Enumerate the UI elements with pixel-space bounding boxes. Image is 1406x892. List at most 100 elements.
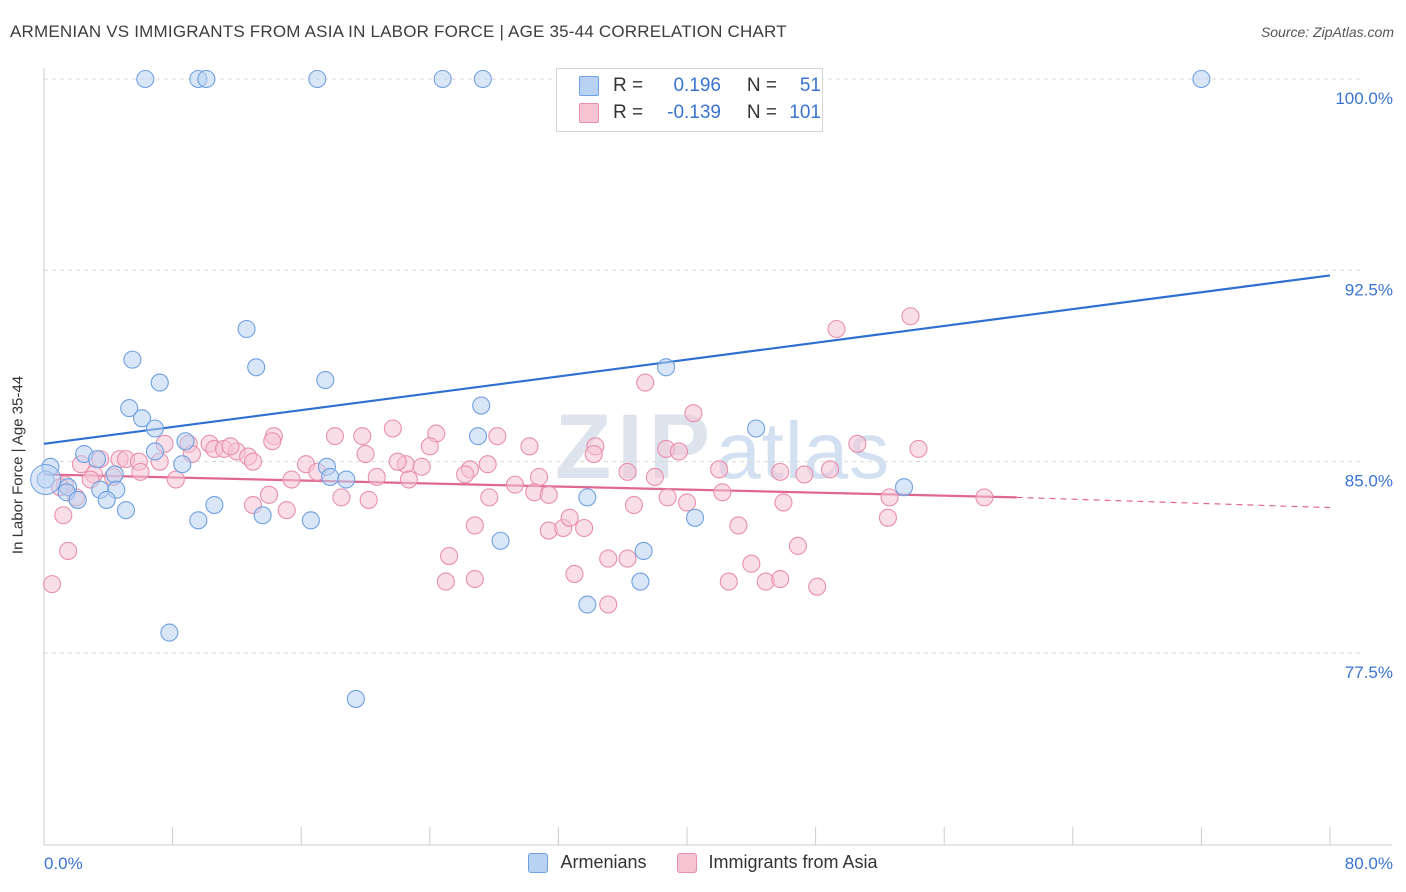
asia-point	[388, 452, 407, 471]
asia-point	[618, 462, 637, 481]
armenian-point	[97, 490, 116, 509]
asia-point	[359, 490, 378, 509]
armenian-point	[145, 442, 164, 461]
armenian-point	[176, 432, 195, 451]
legend-n-value: 51	[799, 75, 821, 96]
armenian-point	[150, 373, 169, 392]
series-legend: Armenians Immigrants from Asia	[0, 852, 1406, 873]
asia-point	[821, 460, 840, 479]
armenian-point	[685, 508, 705, 527]
asia-point	[774, 493, 793, 512]
asia-point	[325, 427, 345, 446]
legend-swatch-armenians	[528, 852, 549, 873]
legend-item-asia[interactable]: Immigrants from Asia	[676, 852, 878, 873]
armenian-point	[634, 541, 653, 561]
asia-point	[710, 460, 729, 479]
asia-point	[771, 462, 790, 481]
asia-point	[771, 569, 790, 589]
asia-point	[54, 506, 73, 525]
armenian-point	[894, 478, 914, 497]
legend-label-asia: Immigrants from Asia	[708, 852, 878, 872]
armenian-point	[30, 464, 62, 496]
legend-r-value: 0.196	[673, 75, 721, 96]
asia-point	[624, 495, 644, 515]
legend-swatch-asia	[676, 852, 697, 873]
asia-point	[878, 508, 897, 527]
asia-point	[975, 488, 994, 507]
asia-point	[436, 572, 455, 591]
asia-point	[131, 462, 150, 481]
asia-point	[719, 572, 738, 591]
x-tick-label: 80.0%	[1345, 854, 1393, 873]
chart-source: Source: ZipAtlas.com	[1260, 24, 1394, 40]
x-tick-label: 0.0%	[44, 854, 83, 873]
armenian-point	[321, 467, 340, 487]
armenian-point	[253, 506, 272, 525]
asia-point	[520, 437, 539, 456]
asia-point	[42, 575, 62, 594]
asia-point	[599, 549, 618, 568]
asia-point	[636, 373, 655, 392]
armenian-point	[123, 350, 142, 369]
chart-title: ARMENIAN VS IMMIGRANTS FROM ASIA IN LABO…	[10, 22, 787, 41]
armenian-point	[173, 455, 192, 474]
asia-point	[383, 419, 402, 438]
legend-label-armenians: Armenians	[560, 852, 647, 872]
armenian-point	[657, 358, 676, 377]
axes	[43, 68, 1392, 846]
armenian-point	[301, 511, 320, 530]
legend-item-armenians[interactable]: Armenians	[528, 852, 647, 873]
asia-point	[282, 470, 301, 489]
y-tick-label: 85.0%	[1345, 472, 1393, 491]
asia-point	[684, 404, 703, 423]
gridlines	[44, 78, 1360, 654]
armenian-point	[473, 69, 492, 89]
asia-point	[465, 516, 484, 535]
armenian-point	[116, 501, 136, 520]
armenian-point	[337, 470, 356, 489]
asia-point	[669, 442, 689, 461]
armenian-point	[197, 69, 216, 89]
asia-point	[713, 483, 732, 502]
asia-point	[901, 307, 920, 326]
asia-point	[658, 488, 677, 507]
legend-row-asia: R = -0.139 N = 101	[579, 101, 821, 125]
armenian-point	[631, 572, 650, 591]
asia-point	[59, 541, 78, 561]
legend-n-label: N =	[746, 102, 777, 123]
armenian-point	[247, 358, 266, 377]
asia-point	[742, 554, 761, 573]
asia-point	[618, 549, 637, 568]
asia-point	[909, 439, 928, 458]
armenian-point	[205, 495, 224, 515]
asia-trend-extension	[1016, 496, 1331, 509]
asia-point	[356, 444, 375, 464]
asia-point	[539, 485, 558, 504]
armenian-point	[120, 399, 139, 418]
legend-swatch-asia	[579, 103, 599, 123]
armenian-point	[68, 490, 87, 509]
armenian-point	[472, 396, 491, 415]
stats-legend: R = 0.196 N = 51 R = -0.139 N = 101	[556, 68, 823, 132]
legend-row-armenians: R = 0.196 N = 51	[579, 74, 821, 98]
asia-point	[848, 434, 867, 453]
armenian-point	[189, 511, 208, 530]
asia-point	[827, 319, 846, 339]
legend-swatch-armenians	[579, 76, 599, 96]
asia-point	[166, 470, 185, 489]
legend-r-value: -0.139	[667, 102, 721, 123]
asia-point	[565, 564, 584, 583]
asia-point	[478, 455, 497, 474]
armenian-point	[747, 419, 766, 438]
asia-point	[505, 475, 525, 494]
asia-point	[584, 444, 603, 464]
legend-n-value: 101	[789, 102, 821, 123]
asia-point	[599, 595, 618, 614]
asia-point	[530, 467, 549, 487]
legend-r-label: R =	[613, 75, 644, 96]
asia-point	[243, 452, 263, 471]
asia-point	[788, 536, 807, 555]
asia-point	[440, 547, 459, 566]
asia-point	[332, 488, 351, 507]
